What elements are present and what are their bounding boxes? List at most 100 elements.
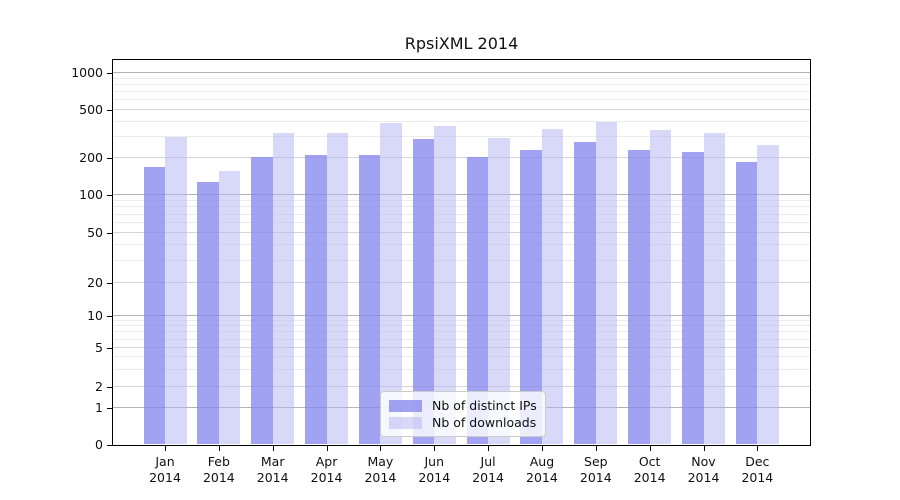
gridline <box>113 368 810 370</box>
x-tick-mark <box>649 446 651 451</box>
gridline <box>113 315 810 316</box>
y-tick-mark <box>107 110 112 111</box>
y-tick-mark <box>107 73 112 74</box>
gridline <box>113 338 810 340</box>
bar-downloads-jan <box>165 136 187 444</box>
x-tick-label: Dec 2014 <box>741 454 774 485</box>
x-tick-label: Oct 2014 <box>633 454 666 485</box>
y-tick-label: 1000 <box>71 65 103 80</box>
y-tick-label: 10 <box>87 308 103 323</box>
gridline <box>113 99 810 101</box>
bar-ips-feb <box>197 182 219 444</box>
chart-title: RpsiXML 2014 <box>404 34 519 53</box>
x-tick-mark <box>595 446 597 451</box>
gridline <box>113 199 810 201</box>
bar-downloads-may <box>380 122 402 444</box>
y-tick-mark <box>107 158 112 159</box>
x-tick-mark <box>757 446 759 451</box>
bar-downloads-aug <box>541 128 564 444</box>
x-tick-label: May 2014 <box>364 454 397 485</box>
gridline <box>113 331 810 333</box>
x-tick-label: Jan 2014 <box>149 454 181 485</box>
y-tick-mark <box>107 195 112 196</box>
bar-ips-nov <box>682 151 704 444</box>
x-tick-label: Sep 2014 <box>579 454 612 485</box>
gridline <box>113 222 810 223</box>
plot-area <box>112 59 811 446</box>
x-tick-mark <box>541 446 543 451</box>
x-tick-mark <box>488 446 490 451</box>
bar-ips-jun <box>412 139 435 444</box>
bar-downloads-oct <box>649 130 672 444</box>
bar-downloads-sep <box>595 122 618 444</box>
gridline <box>113 83 810 85</box>
x-tick-mark <box>272 446 274 451</box>
gridline <box>113 157 810 158</box>
y-tick-label: 50 <box>87 225 103 240</box>
x-tick-label: Nov 2014 <box>687 454 720 485</box>
x-tick-label: Mar 2014 <box>256 454 289 485</box>
gridline <box>113 244 810 246</box>
y-tick-label: 500 <box>79 102 103 117</box>
x-tick-mark <box>703 446 705 451</box>
x-tick-mark <box>218 446 220 451</box>
gridline <box>113 319 810 321</box>
legend-swatch-downloads <box>389 416 422 429</box>
gridline <box>113 282 810 283</box>
y-tick-label: 1 <box>95 400 103 415</box>
bar-downloads-mar <box>272 133 295 444</box>
y-tick-mark <box>107 233 112 234</box>
gridline <box>113 347 810 348</box>
x-tick-label: Feb 2014 <box>202 454 235 485</box>
x-tick-label: Aug 2014 <box>526 454 558 485</box>
bar-downloads-jul <box>488 138 510 444</box>
x-tick-mark <box>326 446 328 451</box>
x-tick-label: Jul 2014 <box>472 454 504 485</box>
bar-ips-dec <box>735 162 758 444</box>
gridline <box>113 77 810 79</box>
y-tick-mark <box>107 445 112 446</box>
bar-downloads-nov <box>703 133 725 444</box>
bar-ips-apr <box>305 154 327 444</box>
y-tick-mark <box>107 408 112 409</box>
y-tick-label: 100 <box>79 187 103 202</box>
legend-label-downloads: Nb of downloads <box>432 415 537 430</box>
bar-ips-may <box>358 155 381 444</box>
y-tick-label: 0 <box>95 437 103 452</box>
legend-row-distinct-ips: Nb of distinct IPs <box>389 397 537 414</box>
legend-swatch-distinct-ips <box>389 399 422 412</box>
y-tick-label: 20 <box>87 275 103 290</box>
gridline <box>113 259 810 261</box>
gridline <box>113 72 810 73</box>
x-tick-mark <box>165 446 166 451</box>
y-tick-mark <box>107 348 112 349</box>
x-tick-mark <box>380 446 382 451</box>
y-tick-mark <box>107 387 112 388</box>
bar-downloads-apr <box>326 132 349 444</box>
gridline <box>113 213 810 215</box>
bar-downloads-jun <box>434 126 456 444</box>
gridline <box>113 386 810 387</box>
gridline <box>113 91 810 93</box>
gridline <box>113 120 810 122</box>
bar-ips-jan <box>143 167 165 444</box>
bar-downloads-dec <box>757 145 779 444</box>
x-tick-label: Apr 2014 <box>310 454 343 485</box>
legend-row-downloads: Nb of downloads <box>389 414 537 431</box>
gridline <box>113 325 810 327</box>
gridline <box>113 109 810 110</box>
y-tick-mark <box>107 316 112 317</box>
legend-label-distinct-ips: Nb of distinct IPs <box>432 398 537 413</box>
bar-ips-mar <box>251 157 273 444</box>
y-tick-label: 5 <box>95 340 103 355</box>
x-tick-label: Jun 2014 <box>418 454 451 485</box>
y-tick-mark <box>107 283 112 284</box>
bar-ips-jul <box>466 156 489 444</box>
bar-ips-oct <box>628 149 650 444</box>
y-tick-label: 200 <box>79 150 103 165</box>
gridline <box>113 356 810 358</box>
x-tick-mark <box>434 446 436 451</box>
gridline <box>113 194 810 195</box>
bar-ips-sep <box>574 142 596 444</box>
